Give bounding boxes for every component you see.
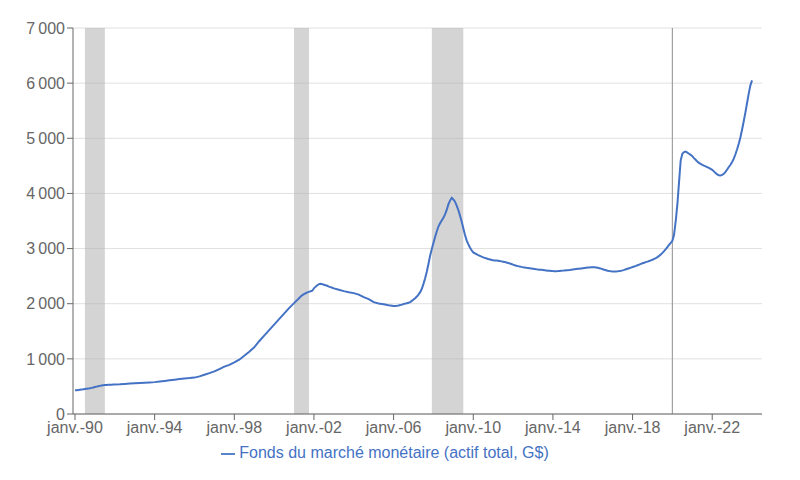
- svg-text:janv.-22: janv.-22: [683, 419, 740, 436]
- svg-text:1 000: 1 000: [26, 351, 65, 368]
- svg-text:janv.-98: janv.-98: [205, 419, 262, 436]
- svg-text:janv.-06: janv.-06: [365, 419, 422, 436]
- svg-text:janv.-14: janv.-14: [524, 419, 581, 436]
- svg-text:7 000: 7 000: [26, 20, 65, 37]
- svg-text:0: 0: [56, 406, 65, 423]
- svg-text:janv.-94: janv.-94: [126, 419, 183, 436]
- svg-text:janv.-10: janv.-10: [444, 419, 501, 436]
- svg-text:janv.-18: janv.-18: [604, 419, 661, 436]
- svg-text:6 000: 6 000: [26, 75, 65, 92]
- svg-text:4 000: 4 000: [26, 185, 65, 202]
- svg-text:2 000: 2 000: [26, 295, 65, 312]
- svg-text:5 000: 5 000: [26, 130, 65, 147]
- svg-text:3 000: 3 000: [26, 240, 65, 257]
- svg-text:janv.-90: janv.-90: [46, 419, 103, 436]
- html-text:Fonds du marché monétaire (act: Fonds du marché monétaire (actif total, …: [239, 444, 549, 461]
- svg-text:janv.-02: janv.-02: [285, 419, 342, 436]
